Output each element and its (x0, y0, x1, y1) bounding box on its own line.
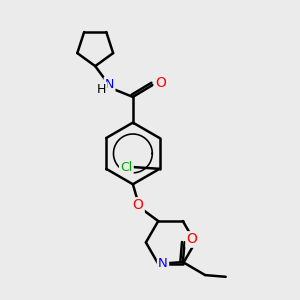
Text: O: O (187, 232, 197, 247)
Text: Cl: Cl (120, 160, 133, 174)
Text: N: N (158, 257, 168, 270)
Text: O: O (133, 199, 143, 212)
Text: O: O (155, 76, 166, 90)
Text: N: N (105, 78, 114, 91)
Text: H: H (97, 83, 106, 96)
